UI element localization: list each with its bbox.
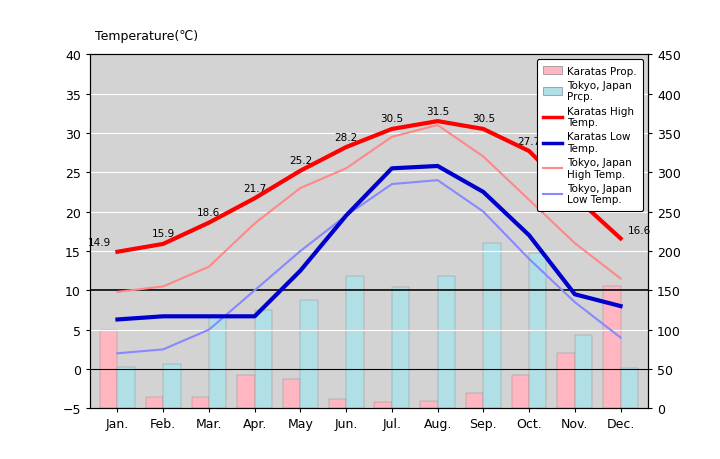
- Text: 28.2: 28.2: [335, 132, 358, 142]
- Bar: [575, 336, 593, 409]
- Bar: [300, 300, 318, 409]
- Bar: [117, 368, 135, 409]
- Bar: [329, 399, 346, 409]
- Bar: [621, 369, 638, 409]
- Bar: [192, 397, 209, 409]
- Bar: [209, 317, 226, 409]
- Bar: [374, 402, 392, 409]
- Bar: [163, 364, 181, 409]
- Bar: [603, 287, 621, 409]
- Text: 21.9: 21.9: [563, 182, 587, 192]
- Text: 14.9: 14.9: [87, 237, 111, 247]
- Bar: [438, 277, 455, 409]
- Bar: [483, 244, 500, 409]
- Bar: [466, 393, 483, 409]
- Bar: [145, 397, 163, 409]
- Legend: Karatas Prop., Tokyo, Japan
Prcp., Karatas High
Temp., Karatas Low
Temp., Tokyo,: Karatas Prop., Tokyo, Japan Prcp., Karat…: [536, 60, 643, 211]
- Text: 16.6: 16.6: [627, 226, 651, 236]
- Text: 27.7: 27.7: [518, 136, 541, 146]
- Bar: [238, 375, 255, 409]
- Text: 15.9: 15.9: [151, 229, 175, 239]
- Text: 21.7: 21.7: [243, 183, 266, 193]
- Bar: [512, 375, 529, 409]
- Bar: [283, 380, 300, 409]
- Text: Temperature(℃): Temperature(℃): [94, 30, 198, 43]
- Bar: [529, 254, 546, 409]
- Bar: [392, 287, 409, 409]
- Bar: [420, 402, 438, 409]
- Bar: [100, 330, 117, 409]
- Bar: [557, 353, 575, 409]
- Text: 30.5: 30.5: [472, 114, 495, 124]
- Text: 25.2: 25.2: [289, 156, 312, 166]
- Text: 31.5: 31.5: [426, 106, 449, 116]
- Bar: [346, 277, 364, 409]
- Text: 30.5: 30.5: [380, 114, 403, 124]
- Bar: [255, 310, 272, 409]
- Text: 18.6: 18.6: [197, 207, 220, 218]
